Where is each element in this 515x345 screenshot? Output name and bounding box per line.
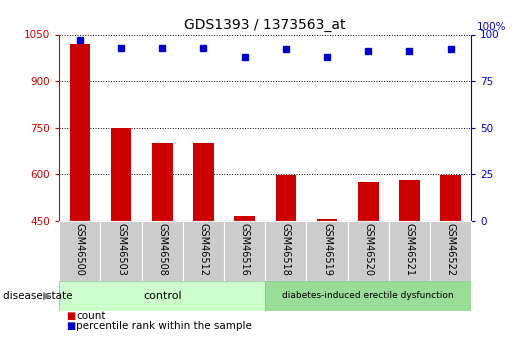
Text: GSM46521: GSM46521 <box>404 223 415 276</box>
Text: GSM46519: GSM46519 <box>322 223 332 276</box>
Text: GSM46500: GSM46500 <box>75 223 85 276</box>
Title: GDS1393 / 1373563_at: GDS1393 / 1373563_at <box>184 18 346 32</box>
Bar <box>224 221 265 281</box>
Text: percentile rank within the sample: percentile rank within the sample <box>76 321 252 331</box>
Bar <box>348 221 389 281</box>
Text: GSM46518: GSM46518 <box>281 223 291 276</box>
Text: GSM46503: GSM46503 <box>116 223 126 276</box>
Bar <box>265 221 306 281</box>
Bar <box>317 219 337 345</box>
Text: diabetes-induced erectile dysfunction: diabetes-induced erectile dysfunction <box>282 291 454 300</box>
Bar <box>59 281 265 310</box>
Bar <box>70 44 90 345</box>
Bar <box>306 221 348 281</box>
Bar <box>59 221 100 281</box>
Text: 100%: 100% <box>477 22 506 32</box>
Bar <box>430 221 471 281</box>
Bar <box>265 281 471 310</box>
Text: GSM46512: GSM46512 <box>198 223 209 276</box>
Bar <box>183 221 224 281</box>
Bar <box>234 216 255 345</box>
Bar <box>152 143 173 345</box>
Text: control: control <box>143 291 182 301</box>
Bar <box>399 180 420 345</box>
Bar <box>389 221 430 281</box>
Text: ■: ■ <box>66 321 75 331</box>
Text: GSM46520: GSM46520 <box>363 223 373 276</box>
Bar <box>193 143 214 345</box>
Text: disease state: disease state <box>3 291 72 301</box>
Bar <box>111 128 131 345</box>
Text: ■: ■ <box>66 311 75 321</box>
Bar <box>142 221 183 281</box>
Text: GSM46516: GSM46516 <box>239 223 250 276</box>
Text: GSM46508: GSM46508 <box>157 223 167 276</box>
Text: count: count <box>76 311 106 321</box>
Bar <box>100 221 142 281</box>
Text: GSM46522: GSM46522 <box>445 223 456 276</box>
Text: ▶: ▶ <box>43 291 52 301</box>
Bar <box>440 175 461 345</box>
Bar <box>276 175 296 345</box>
Bar <box>358 182 379 345</box>
